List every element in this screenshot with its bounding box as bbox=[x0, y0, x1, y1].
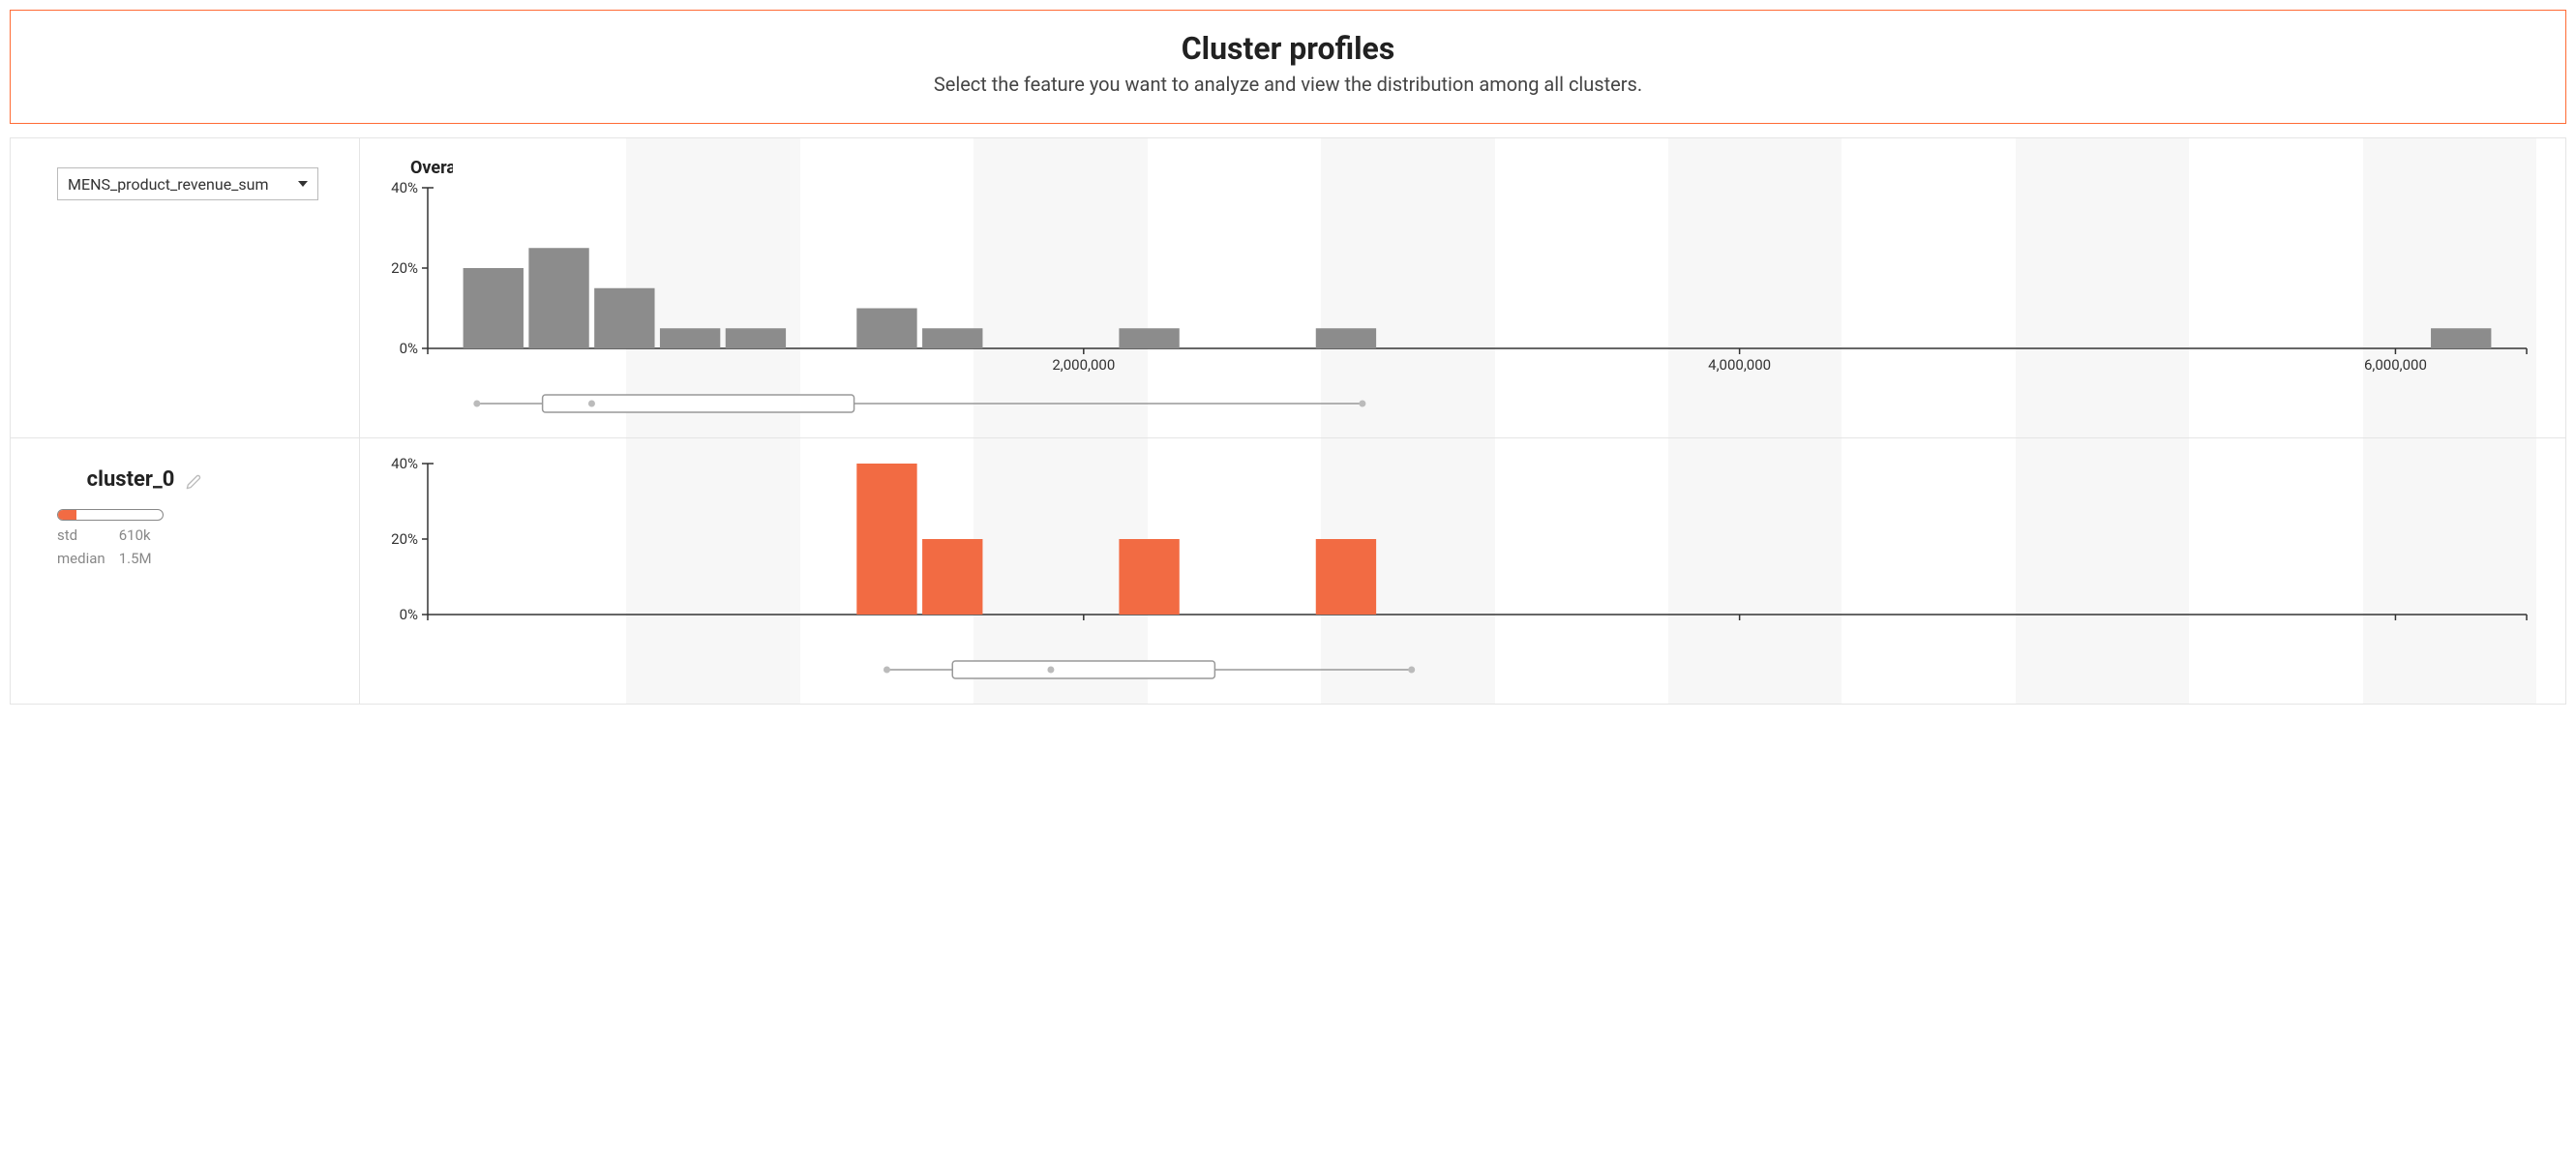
cluster0-right-col: 0% 20% 40% bbox=[359, 438, 2565, 704]
feature-select[interactable]: MENS_product_revenue_sum bbox=[57, 167, 318, 200]
stat-std-value: 610k bbox=[119, 526, 151, 544]
svg-text:20%: 20% bbox=[391, 259, 418, 277]
stat-median: median 1.5M bbox=[57, 550, 332, 567]
cluster-size-bar bbox=[57, 509, 164, 521]
cluster-size-bar-fill bbox=[58, 510, 76, 520]
cluster-profiles-panel: MENS_product_revenue_sum Overall distrib… bbox=[10, 137, 2566, 705]
overall-right-col: Overall distribution 0% 20% 40% 2,000,000 4,… bbox=[359, 138, 2565, 437]
stat-std: std 610k bbox=[57, 526, 332, 544]
stat-median-label: median bbox=[57, 550, 115, 567]
svg-text:0%: 0% bbox=[400, 340, 418, 357]
edit-icon[interactable] bbox=[186, 474, 201, 490]
chevron-down-icon bbox=[298, 181, 308, 187]
overall-row: MENS_product_revenue_sum Overall distrib… bbox=[11, 138, 2565, 438]
overall-left-col: MENS_product_revenue_sum bbox=[11, 138, 359, 437]
cluster0-chart: 0% 20% 40% bbox=[370, 458, 2536, 642]
cluster0-row: cluster_0 std 610k median 1.5M bbox=[11, 438, 2565, 704]
svg-text:0%: 0% bbox=[400, 606, 418, 623]
cluster-name: cluster_0 bbox=[87, 467, 175, 492]
page-subtitle: Select the feature you want to analyze a… bbox=[20, 73, 2556, 96]
overall-boxplot bbox=[370, 389, 2536, 418]
svg-text:2,000,000: 2,000,000 bbox=[1052, 356, 1115, 374]
svg-text:6,000,000: 6,000,000 bbox=[2364, 356, 2427, 374]
page-title: Cluster profiles bbox=[20, 30, 2556, 67]
svg-text:20%: 20% bbox=[391, 530, 418, 548]
cluster0-left-col: cluster_0 std 610k median 1.5M bbox=[11, 438, 359, 704]
feature-select-value: MENS_product_revenue_sum bbox=[68, 175, 269, 194]
overall-chart: 0% 20% 40% 2,000,000 4,000,000 6,000,000 bbox=[370, 182, 2536, 375]
stat-std-label: std bbox=[57, 526, 115, 544]
header-box: Cluster profiles Select the feature you … bbox=[10, 10, 2566, 124]
svg-text:40%: 40% bbox=[391, 182, 418, 196]
svg-text:4,000,000: 4,000,000 bbox=[1708, 356, 1771, 374]
stat-median-value: 1.5M bbox=[119, 550, 152, 567]
svg-text:40%: 40% bbox=[391, 458, 418, 472]
overall-chart-title: Overall distribution bbox=[410, 158, 2536, 178]
page-root: Cluster profiles Select the feature you … bbox=[0, 10, 2576, 705]
cluster0-boxplot bbox=[370, 655, 2536, 684]
